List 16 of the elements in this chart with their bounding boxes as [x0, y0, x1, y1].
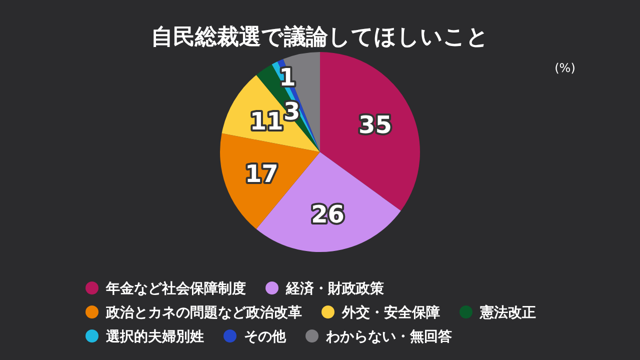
- chart-title: 自民総裁選で議論してほしいこと: [151, 24, 489, 50]
- legend-label: 外交・安全保障: [341, 304, 440, 321]
- data-label: 1: [279, 64, 296, 92]
- legend-label: わからない・無回答: [325, 329, 452, 345]
- legend-label: 経済・財政政策: [285, 280, 385, 297]
- legend-label: その他: [244, 329, 287, 345]
- legend-label: 選択的夫婦別姓: [105, 329, 204, 345]
- data-label: 11: [250, 107, 284, 136]
- legend-label: 年金など社会保障制度: [105, 280, 246, 297]
- legend-label: 憲法改正: [479, 304, 536, 321]
- data-label: 35: [358, 110, 392, 139]
- data-label: 26: [311, 200, 344, 229]
- pie-slice: [283, 52, 320, 152]
- data-label: 17: [244, 160, 278, 188]
- legend-label: 政治とカネの問題など政治改革: [105, 305, 302, 321]
- text: (%): [554, 61, 576, 75]
